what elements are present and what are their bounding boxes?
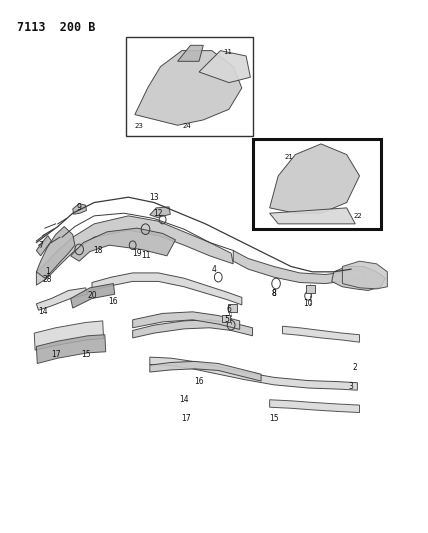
Bar	[222, 315, 230, 322]
Text: 1: 1	[45, 268, 50, 276]
Polygon shape	[36, 335, 106, 364]
Polygon shape	[199, 51, 250, 83]
Text: 15: 15	[81, 350, 90, 359]
Polygon shape	[270, 208, 355, 224]
Polygon shape	[332, 266, 385, 290]
Polygon shape	[150, 361, 261, 381]
Polygon shape	[133, 320, 253, 338]
Text: 20: 20	[87, 292, 97, 300]
Text: 7: 7	[38, 241, 43, 249]
Text: 14: 14	[38, 308, 48, 316]
Polygon shape	[282, 326, 360, 342]
Text: 16: 16	[194, 377, 204, 385]
Text: 15: 15	[269, 414, 279, 423]
Text: 4: 4	[211, 265, 217, 273]
Text: 19: 19	[132, 249, 142, 257]
Text: 28: 28	[42, 276, 52, 284]
Bar	[228, 304, 237, 312]
Polygon shape	[342, 261, 387, 289]
Text: 14: 14	[179, 395, 189, 404]
Text: 7113  200 B: 7113 200 B	[17, 21, 95, 34]
Text: 24: 24	[182, 123, 191, 129]
Text: 10: 10	[303, 300, 313, 308]
Text: 11: 11	[141, 252, 150, 260]
Text: 16: 16	[109, 297, 118, 305]
Text: 21: 21	[284, 154, 293, 160]
Polygon shape	[150, 207, 170, 217]
Text: 8: 8	[271, 289, 276, 297]
Polygon shape	[71, 228, 175, 261]
Text: 2: 2	[353, 364, 358, 372]
Text: 6: 6	[226, 305, 232, 313]
Polygon shape	[36, 216, 233, 285]
Polygon shape	[36, 288, 88, 310]
Text: 13: 13	[149, 193, 159, 201]
Text: 8: 8	[271, 289, 276, 297]
Text: 9: 9	[77, 204, 82, 212]
Polygon shape	[133, 312, 240, 329]
Polygon shape	[73, 204, 86, 214]
Text: 3: 3	[348, 382, 354, 391]
Polygon shape	[150, 357, 357, 390]
Text: 5: 5	[224, 316, 229, 324]
Polygon shape	[178, 45, 203, 61]
Text: 22: 22	[354, 213, 362, 219]
Text: 12: 12	[154, 209, 163, 217]
Polygon shape	[71, 284, 115, 308]
Polygon shape	[135, 51, 242, 125]
Polygon shape	[92, 273, 242, 305]
Text: 11: 11	[223, 49, 232, 55]
Polygon shape	[270, 400, 360, 413]
Bar	[306, 285, 315, 293]
Text: 23: 23	[134, 123, 143, 129]
Polygon shape	[233, 251, 364, 284]
Bar	[253, 139, 381, 229]
Text: 17: 17	[181, 414, 191, 423]
Text: 18: 18	[94, 246, 103, 255]
Polygon shape	[34, 321, 104, 350]
Polygon shape	[36, 227, 75, 278]
Text: 17: 17	[51, 350, 60, 359]
Bar	[126, 37, 253, 136]
Polygon shape	[270, 144, 360, 213]
Polygon shape	[36, 236, 51, 256]
